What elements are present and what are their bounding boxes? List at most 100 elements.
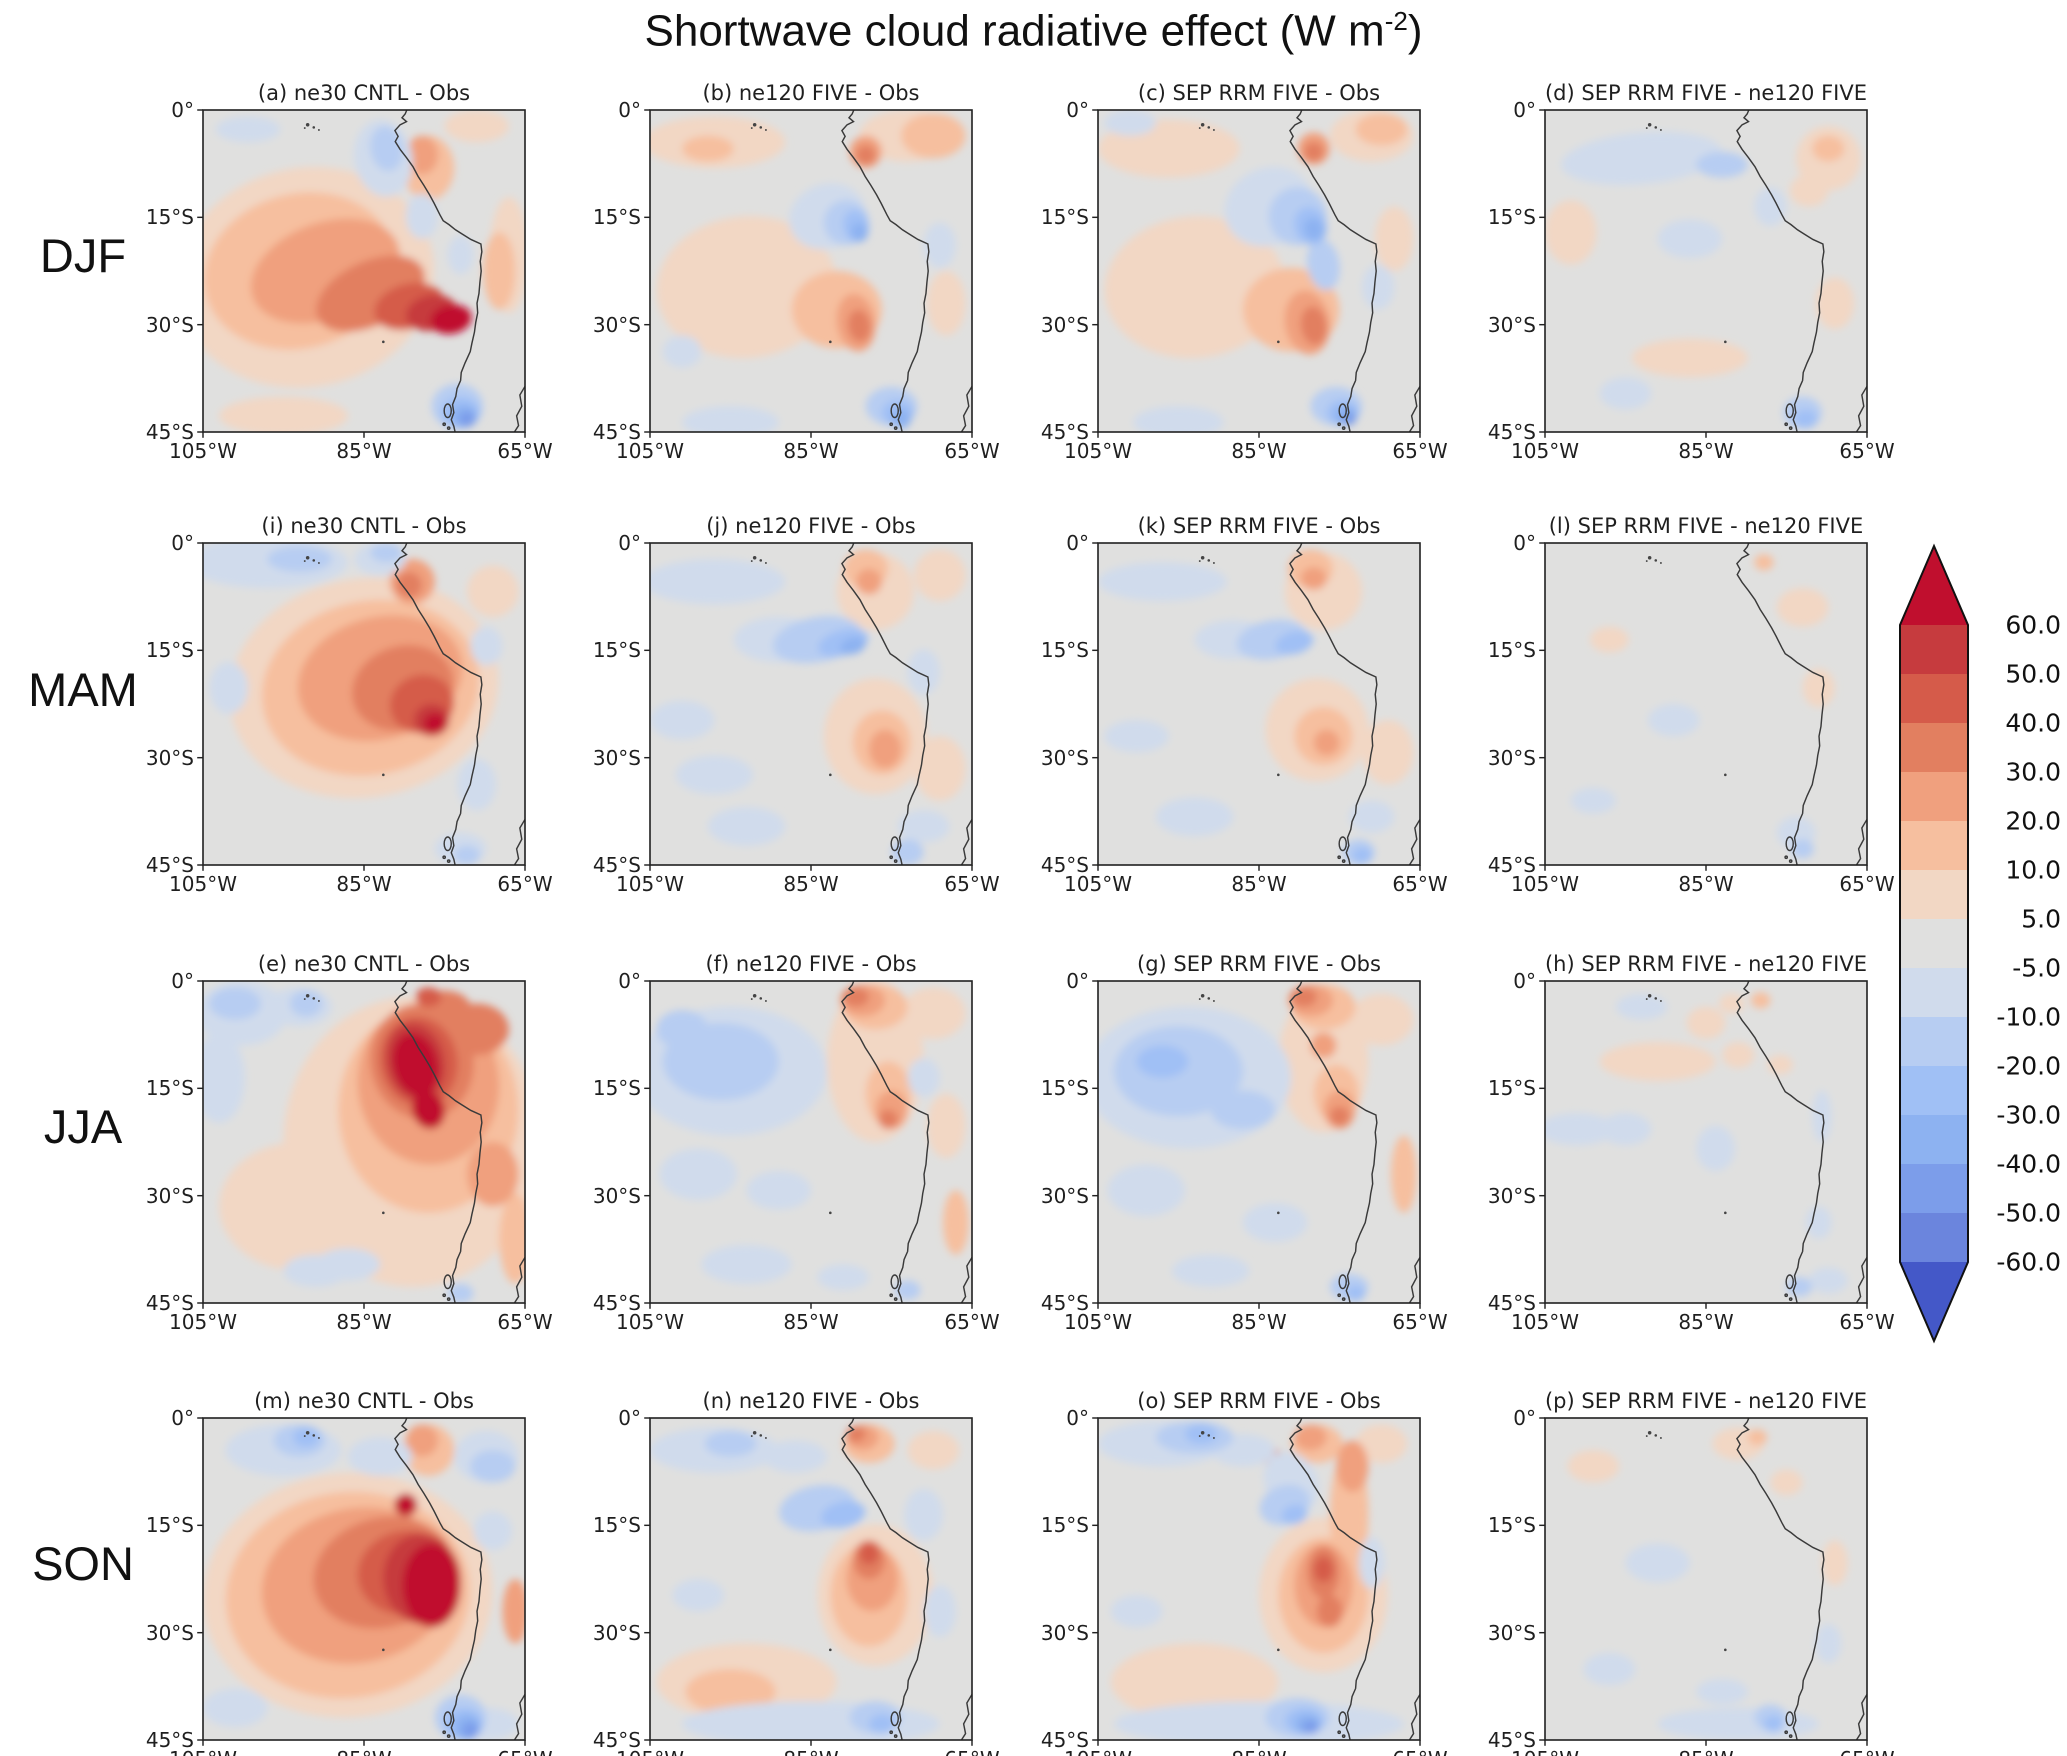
map-panel-e: (e) ne30 CNTL - Obs 0° 15°S 30°S 45°S 105°W 85… xyxy=(146,952,553,1334)
x-tick-label: 65°W xyxy=(1392,1310,1448,1334)
x-tick-label: 65°W xyxy=(1839,439,1895,463)
y-tick-label: 30°S xyxy=(592,745,641,770)
axis-ticks xyxy=(644,542,973,871)
y-tick-label: 30°S xyxy=(592,312,641,337)
y-tick-label: 45°S xyxy=(1487,420,1536,444)
y-tick-label: 45°S xyxy=(1487,1728,1536,1752)
map-panel-i: (i) ne30 CNTL - Obs 0° 15°S 30°S 45°S 105°W 85… xyxy=(146,514,553,896)
y-tick-label: 0° xyxy=(618,1406,641,1430)
coastline xyxy=(1736,110,1867,432)
y-tick-label: 30°S xyxy=(145,312,194,337)
panel-title: (i) ne30 CNTL - Obs xyxy=(261,514,467,538)
x-tick-label: 85°W xyxy=(1231,1747,1286,1756)
axis-ticks xyxy=(197,980,526,1309)
map-canvas xyxy=(1092,980,1421,1309)
map-panel-g: (g) SEP RRM FIVE - Obs 0° 15°S 30°S 45°S 105°… xyxy=(1041,952,1448,1334)
colorbar-tick-label: -10.0 xyxy=(1996,1002,2061,1032)
map-canvas xyxy=(197,1417,526,1746)
y-tick-label: 45°S xyxy=(1040,1728,1089,1752)
map-panel-h: (h) SEP RRM FIVE - ne120 FIVE 0° 15°S 30°S 4… xyxy=(1488,952,1895,1334)
y-tick-label: 0° xyxy=(1066,531,1089,555)
islands xyxy=(1645,556,1727,777)
x-tick-label: 85°W xyxy=(783,439,839,463)
axis-ticks xyxy=(197,1417,526,1746)
x-tick-label: 105°W xyxy=(616,1747,684,1756)
coastline xyxy=(1289,981,1420,1303)
coastline xyxy=(841,543,972,865)
x-tick-label: 85°W xyxy=(1678,872,1734,896)
colorbar-tick-label: 10.0 xyxy=(2005,855,2061,885)
row-label-son: SON xyxy=(32,1537,134,1590)
y-tick-label: 30°S xyxy=(592,1183,641,1208)
axis-ticks xyxy=(1092,980,1421,1309)
y-tick-label: 0° xyxy=(171,98,194,122)
islands xyxy=(750,994,832,1215)
y-tick-label: 30°S xyxy=(1040,1183,1089,1208)
y-tick-label: 45°S xyxy=(1487,1291,1536,1315)
y-tick-label: 0° xyxy=(1066,1406,1089,1430)
map-panel-a: (a) ne30 CNTL - Obs 0° 15°S 30°S 45°S 105°W 85… xyxy=(146,81,553,463)
colorbar-tick-label: -30.0 xyxy=(1996,1100,2061,1130)
islands xyxy=(1645,994,1727,1215)
x-tick-label: 65°W xyxy=(1839,872,1895,896)
map-panel-o: (o) SEP RRM FIVE - Obs 0° 15°S 30°S 45°S105°… xyxy=(1041,1389,1448,1756)
y-tick-label: 0° xyxy=(1066,969,1089,993)
x-tick-label: 65°W xyxy=(944,1310,1000,1334)
map-canvas xyxy=(197,980,526,1309)
x-tick-label: 105°W xyxy=(616,439,684,463)
coastline xyxy=(394,1418,525,1740)
y-tick-label: 0° xyxy=(618,969,641,993)
y-tick-label: 45°S xyxy=(145,853,194,877)
y-tick-label: 15°S xyxy=(145,1076,194,1101)
x-tick-label: 85°W xyxy=(336,439,392,463)
coastline xyxy=(841,1418,972,1740)
map-canvas xyxy=(1539,542,1868,871)
x-tick-label: 85°W xyxy=(1231,872,1287,896)
row-label-mam: MAM xyxy=(28,663,138,716)
y-tick-label: 0° xyxy=(171,1406,194,1430)
map-canvas xyxy=(197,109,526,438)
y-tick-label: 30°S xyxy=(145,1620,194,1645)
colorbar-tick-label: 30.0 xyxy=(2005,757,2061,787)
islands xyxy=(1645,1431,1727,1652)
y-tick-label: 0° xyxy=(1513,969,1536,993)
x-tick-label: 65°W xyxy=(497,1747,552,1756)
x-tick-label: 65°W xyxy=(1839,1310,1895,1334)
y-tick-label: 45°S xyxy=(1040,853,1089,877)
map-canvas xyxy=(1539,1417,1868,1746)
x-tick-label: 65°W xyxy=(944,439,1000,463)
x-tick-label: 105°W xyxy=(1064,872,1132,896)
map-canvas xyxy=(644,542,973,871)
coastline xyxy=(1289,110,1420,432)
panel-title: (m) ne30 CNTL - Obs xyxy=(254,1389,474,1413)
axis-ticks xyxy=(1539,542,1868,871)
map-canvas xyxy=(1092,1417,1421,1746)
row-label-djf: DJF xyxy=(39,229,127,282)
islands xyxy=(303,994,385,1215)
y-tick-label: 30°S xyxy=(1040,745,1089,770)
y-tick-label: 30°S xyxy=(592,1620,641,1645)
map-canvas xyxy=(644,1417,973,1746)
colorbar-tick-label: 40.0 xyxy=(2005,708,2061,738)
map-canvas xyxy=(1092,542,1421,871)
x-tick-label: 65°W xyxy=(497,439,553,463)
x-tick-label: 65°W xyxy=(1839,1747,1894,1756)
y-tick-label: 0° xyxy=(171,969,194,993)
x-tick-label: 105°W xyxy=(169,1310,237,1334)
y-tick-label: 0° xyxy=(1513,1406,1536,1430)
x-tick-label: 85°W xyxy=(1231,1310,1287,1334)
coastline xyxy=(841,981,972,1303)
y-tick-label: 45°S xyxy=(1040,420,1089,444)
y-tick-label: 30°S xyxy=(1040,312,1089,337)
panel-title: (c) SEP RRM FIVE - Obs xyxy=(1137,81,1381,105)
axis-ticks xyxy=(197,542,526,871)
y-tick-label: 30°S xyxy=(145,1183,194,1208)
islands xyxy=(750,123,832,344)
panel-title: (o) SEP RRM FIVE - Obs xyxy=(1137,1389,1381,1413)
y-tick-label: 15°S xyxy=(145,638,194,663)
islands xyxy=(303,1431,385,1652)
title-superscript: -2 xyxy=(1384,6,1408,36)
x-tick-label: 105°W xyxy=(616,872,684,896)
x-tick-label: 85°W xyxy=(1678,439,1734,463)
